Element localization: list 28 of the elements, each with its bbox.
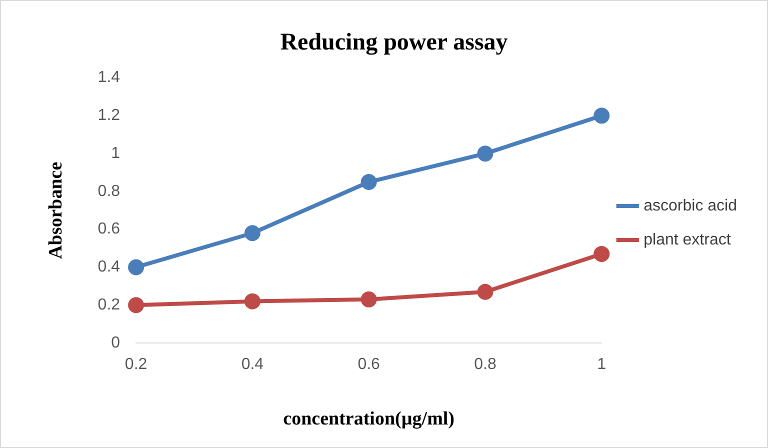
point (477, 146, 494, 162)
point (477, 284, 494, 300)
y-tick-label: 0 (111, 334, 120, 352)
point (244, 293, 260, 310)
point (594, 246, 610, 262)
y-tick-label: 1.2 (98, 107, 120, 124)
point (360, 291, 377, 308)
legend-label: ascorbic acid (644, 197, 737, 214)
y-tick-label: 0.6 (98, 220, 120, 238)
x-tick-label: 1 (597, 356, 606, 374)
point (128, 259, 144, 276)
y-tick-label: 0.8 (98, 182, 120, 200)
x-tick-label: 0.2 (124, 356, 148, 374)
x-tick-label: 0.6 (358, 356, 380, 374)
y-tick-label: 0.2 (98, 296, 120, 314)
point (594, 108, 610, 124)
point (128, 297, 144, 314)
y-tick-label: 1.4 (98, 69, 120, 86)
y-axis-title: Absorbance (45, 162, 66, 259)
x-tick-label: 0.4 (241, 356, 264, 374)
y-tick-label: 1 (111, 144, 120, 162)
x-axis-title: concentration(µg/ml) (283, 408, 455, 430)
x-tick-label: 0.8 (474, 356, 496, 374)
point (360, 174, 377, 190)
legend-label: plant extract (644, 231, 732, 248)
chart-title: Reducing power assay (280, 30, 508, 56)
y-tick-label: 0.4 (98, 258, 120, 276)
point (244, 225, 260, 242)
